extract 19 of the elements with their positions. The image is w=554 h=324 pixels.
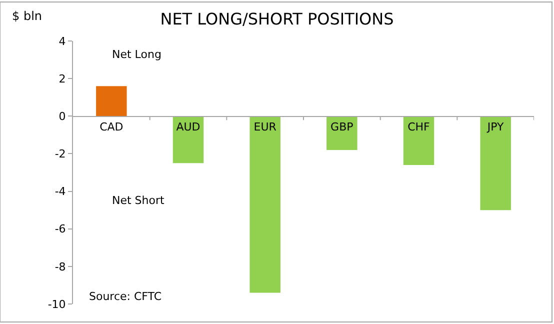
y-tick-label: 0 xyxy=(58,110,66,123)
y-tick-label: -4 xyxy=(54,185,66,198)
x-tick-label: AUD xyxy=(176,120,200,134)
y-tick-label: 2 xyxy=(58,72,66,86)
y-tick-label: -10 xyxy=(48,298,66,311)
y-tick-label: -8 xyxy=(54,260,66,274)
x-tick-label: CHF xyxy=(408,120,430,134)
y-tick-label: -2 xyxy=(54,148,66,161)
x-tick-label: EUR xyxy=(254,120,277,134)
chart-title: NET LONG/SHORT POSITIONS xyxy=(160,10,394,29)
x-tick-label: CAD xyxy=(100,120,124,134)
y-axis-title: $ bln xyxy=(12,9,42,23)
x-tick-label: JPY xyxy=(486,120,504,134)
x-tick-label: GBP xyxy=(330,120,354,134)
annotation: Net Long xyxy=(112,48,162,61)
y-tick-label: 4 xyxy=(58,34,66,48)
annotation: Net Short xyxy=(112,194,166,207)
y-tick-label: -6 xyxy=(54,222,66,236)
annotation: Source: CFTC xyxy=(89,290,162,303)
